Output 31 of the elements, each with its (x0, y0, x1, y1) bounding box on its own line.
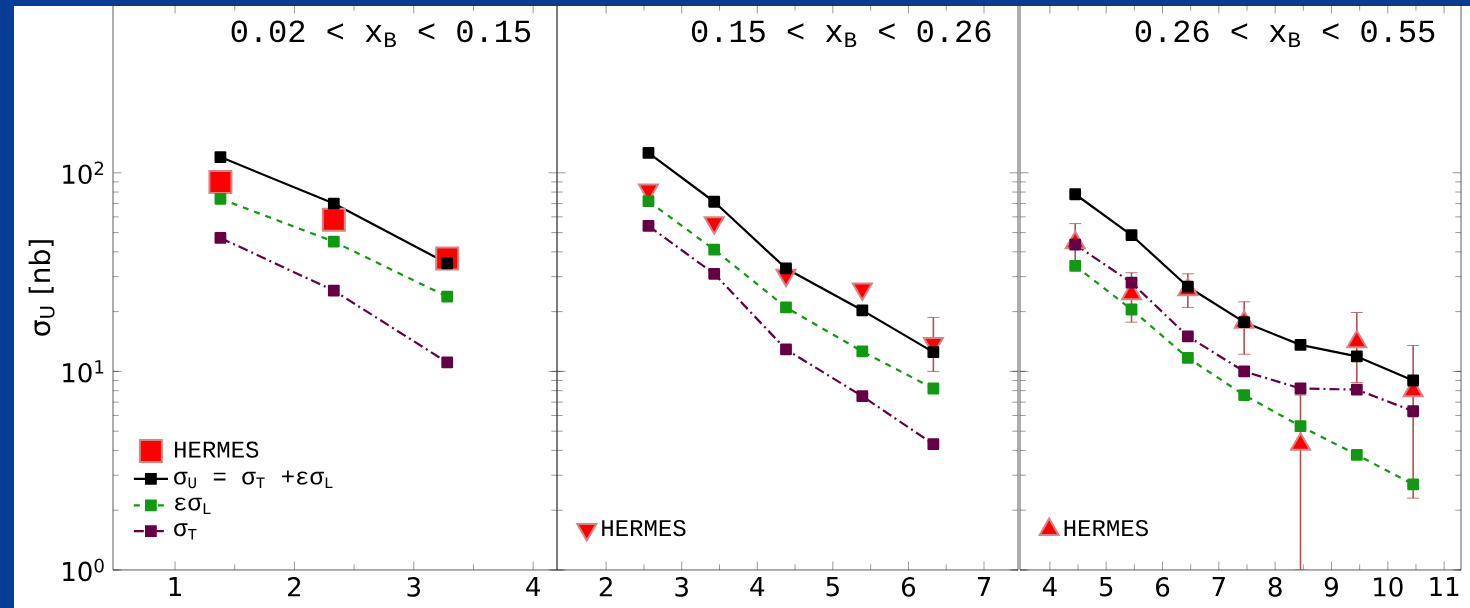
x-tick-label: 5 (1099, 577, 1113, 597)
legend-label: HERMES (174, 441, 259, 458)
x-tick-label: 9 (1324, 577, 1338, 597)
x-tick-label: 4 (526, 577, 540, 597)
x-tick-label: 4 (1042, 577, 1057, 597)
x-tick-label: 10 (1374, 577, 1403, 597)
chart-title: 0.02 < x$_{B}$ < 0.15 (231, 20, 531, 48)
chart-title: 0.26 < x$_{B}$ < 0.55 (1135, 20, 1435, 48)
x-tick-label: 3 (407, 577, 420, 597)
legend-label: HERMES (1064, 519, 1148, 537)
x-tick-label: 5 (826, 577, 839, 597)
x-tick-label: 2 (288, 577, 301, 597)
x-tick-label: 1 (169, 577, 181, 597)
legend-label: σ$_{T}$ (174, 523, 197, 540)
x-tick-label: 6 (901, 577, 916, 597)
legend-label: εσ$_{L}$ (175, 497, 211, 514)
x-tick-label: 8 (1268, 577, 1282, 597)
y-axis-title: σ$_{U}$ [nb] (28, 240, 55, 336)
legend-label: HERMES (602, 519, 686, 537)
x-tick-label: 6 (1156, 577, 1170, 597)
x-tick-label: 11 (1430, 577, 1459, 597)
y-tick-label: 10$^{2}$ (63, 161, 104, 185)
y-tick-label: 10$^{1}$ (63, 360, 104, 383)
x-tick-label: 7 (977, 577, 991, 597)
x-tick-label: 4 (750, 577, 765, 597)
y-tick-label: 10$^{0}$ (63, 558, 104, 582)
chart-title: 0.15 < x$_{B}$ < 0.26 (691, 20, 991, 48)
x-tick-label: 2 (599, 577, 612, 597)
x-tick-label: 3 (675, 577, 688, 597)
x-tick-label: 7 (1212, 577, 1225, 597)
legend-label: σ$_{U}$ = σ$_{T}$ +εσ$_{L}$ (174, 470, 333, 489)
